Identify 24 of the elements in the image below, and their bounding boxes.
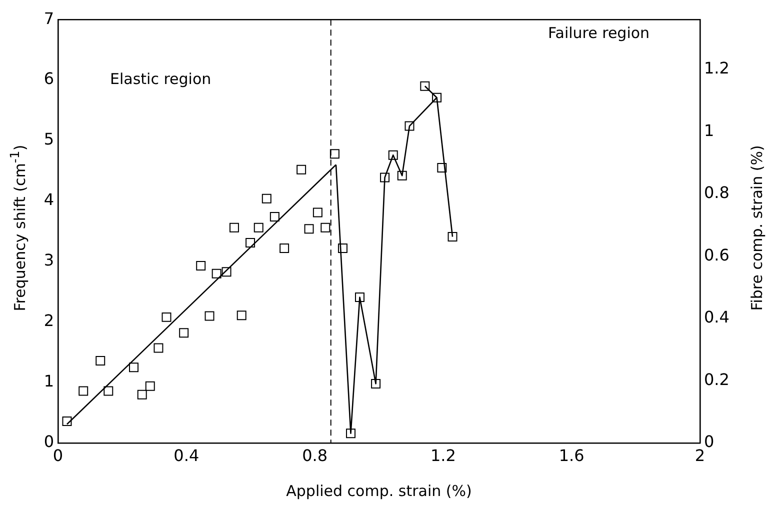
y-tick-label: 7	[44, 8, 54, 28]
annotation: Failure region	[548, 24, 650, 42]
y2-tick-label: 0.2	[704, 370, 730, 389]
y2-tick-label: 0.4	[704, 308, 730, 327]
y-tick-label: 5	[44, 130, 54, 149]
y-tick-label: 4	[44, 190, 54, 210]
x-tick-label: 1.6	[558, 446, 584, 465]
x-tick-label: 2	[694, 446, 706, 465]
y2-tick-label: 0	[704, 432, 714, 452]
y2-tick-label: 0.8	[704, 183, 730, 202]
y-tick-label: 2	[44, 311, 54, 330]
y-tick-label: 6	[44, 69, 54, 88]
y2-tick-label: 0.6	[704, 245, 730, 264]
y2-tick-label: 1	[704, 120, 714, 140]
y-tick-label: 0	[44, 432, 54, 452]
y-tick-label: 1	[44, 372, 54, 391]
annotation: Elastic region	[110, 70, 212, 88]
x-tick-label: 1.2	[430, 446, 456, 465]
x-tick-label: 0.8	[302, 446, 328, 465]
y2-tick-label: 1.2	[704, 58, 730, 78]
y2-axis-title: Fibre comp. strain (%)	[748, 145, 766, 311]
x-tick-label: 0.4	[174, 446, 200, 465]
y-tick-label: 3	[44, 250, 54, 270]
x-axis-title: Applied comp. strain (%)	[286, 482, 472, 500]
